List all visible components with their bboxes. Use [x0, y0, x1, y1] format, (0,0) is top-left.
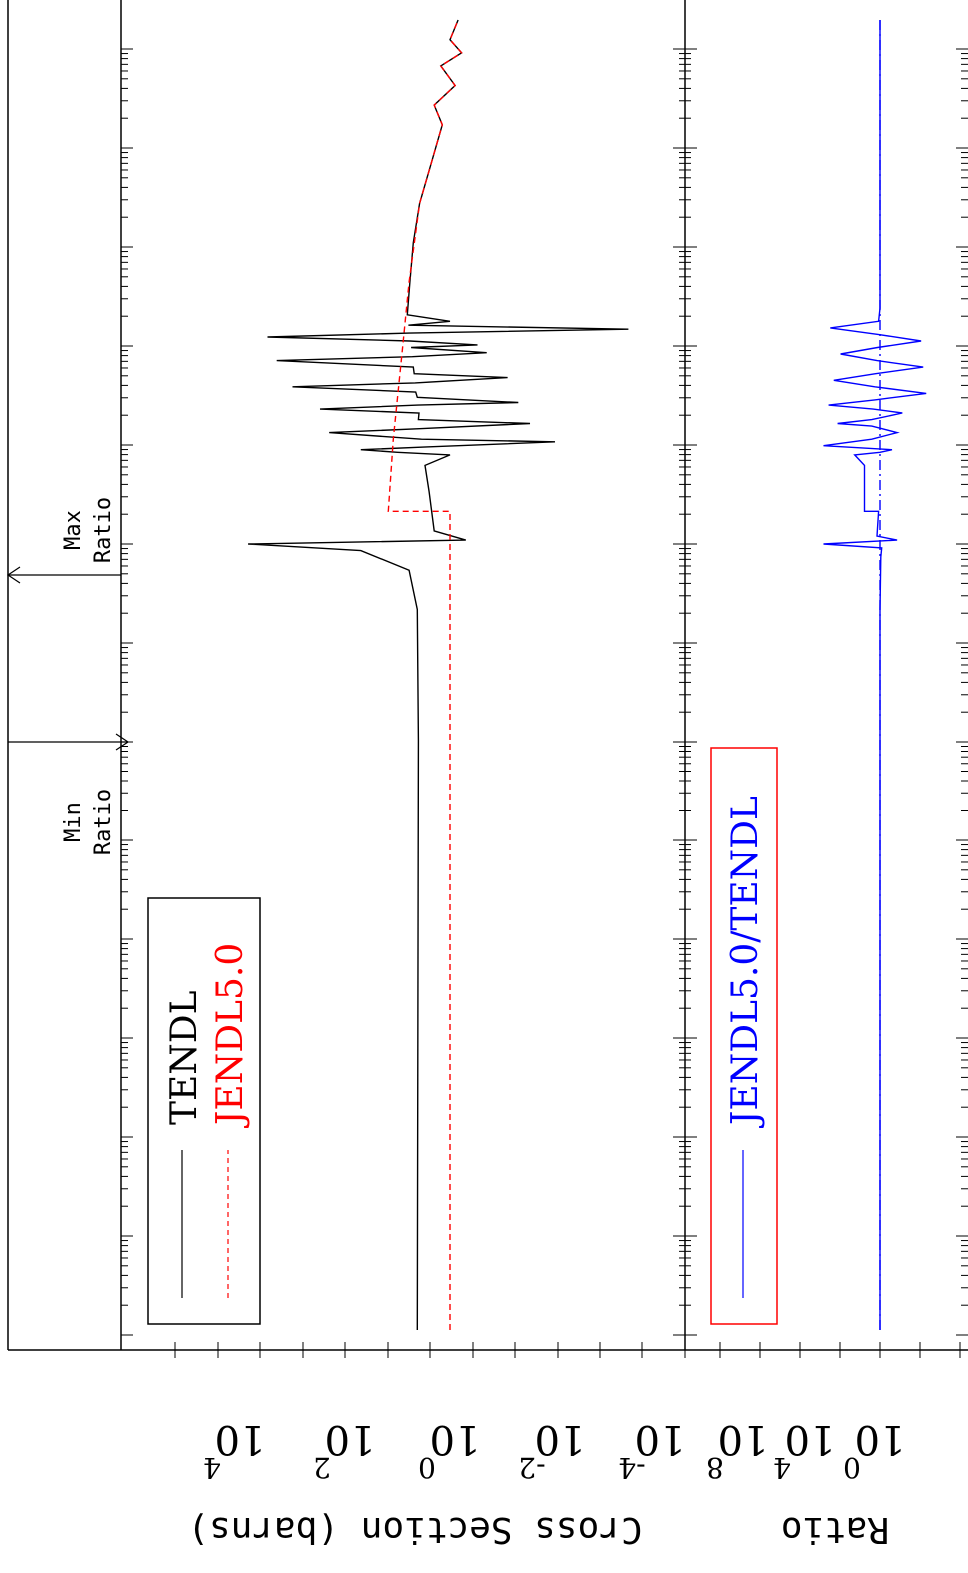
- ytick-cs-1e4-exp: 4: [203, 1451, 221, 1484]
- ytick-cs-1em2: 10 -2: [518, 1416, 585, 1484]
- series-ratio-line: [823, 20, 927, 1330]
- ytick-cs-1e2-exp: 2: [313, 1451, 331, 1484]
- ytick-ratio-1e4-base: 10: [785, 1416, 836, 1462]
- ratio-axis-title-wrap: Ratio: [781, 1509, 889, 1550]
- max-ratio-label-line1: Max: [61, 510, 86, 550]
- max-ratio-label-line2: Ratio: [91, 497, 116, 563]
- ytick-cs-1e4-base: 10: [215, 1416, 266, 1462]
- legend-label-ratio: JENDL5.0/TENDL: [725, 796, 766, 1129]
- ytick-ratio-1e0-exp: 0: [843, 1451, 861, 1484]
- series-jendl-line: [387, 19, 463, 1330]
- series-layer: [248, 19, 927, 1331]
- ytick-cs-1e0: 10 0: [418, 1416, 480, 1484]
- min-ratio-arrowhead: [115, 733, 130, 751]
- ytick-cs-1e2-base: 10: [325, 1416, 376, 1462]
- ytick-cs-1em4-base: 10: [635, 1416, 686, 1462]
- ytick-cs-1e0-exp: 0: [418, 1451, 436, 1484]
- legend-label-tendl: TENDL: [164, 990, 205, 1125]
- ytick-ratio-1e4-exp: 4: [773, 1451, 791, 1484]
- ytick-cs-1e4: 10 4: [203, 1416, 265, 1484]
- ytick-cs-1em2-exp: -2: [518, 1451, 545, 1484]
- ytick-cs-1e2: 10 2: [313, 1416, 375, 1484]
- ytick-ratio-1e0-base: 10: [855, 1416, 906, 1462]
- cross-section-legend: TENDL JENDL5.0: [147, 897, 261, 1325]
- min-ratio-label-line1: Min: [61, 802, 86, 842]
- min-ratio-annotation: Min Ratio: [8, 733, 130, 855]
- ratio-legend-frame: [710, 747, 778, 1325]
- min-ratio-label-line2: Ratio: [91, 789, 116, 855]
- ytick-cs-1em2-base: 10: [535, 1416, 586, 1462]
- cross-section-axis-title: Cross Section (barns): [187, 1509, 642, 1550]
- ytick-ratio-1e8-exp: 8: [706, 1451, 724, 1484]
- max-ratio-annotation: Max Ratio: [6, 497, 121, 584]
- max-ratio-arrowhead: [6, 566, 21, 584]
- ytick-ratio-1e4: 10 4: [773, 1416, 835, 1484]
- axes-frame: [7, 0, 968, 1351]
- ytick-ratio-1e0: 10 0: [843, 1416, 905, 1484]
- series-tendl-line: [248, 19, 629, 1331]
- legend-label-jendl: JENDL5.0: [210, 943, 251, 1129]
- ratio-axis-title: Ratio: [781, 1509, 889, 1550]
- ytick-ratio-1e8-base: 10: [718, 1416, 769, 1462]
- ytick-cs-1em4: 10 -4: [618, 1416, 685, 1484]
- tick-marks: [121, 48, 968, 1358]
- ytick-cs-1em4-exp: -4: [618, 1451, 645, 1484]
- ratio-tick-labels: 10 8 10 4 10 0: [706, 1416, 905, 1484]
- cross-section-tick-labels: 10 4 10 2 10 0 10 -2 10 -4: [203, 1416, 685, 1484]
- ytick-ratio-1e8: 10 8: [706, 1416, 768, 1484]
- cross-section-axis-title-wrap: Cross Section (barns): [187, 1509, 642, 1550]
- cross-section-legend-frame: [147, 897, 261, 1325]
- ytick-cs-1e0-base: 10: [430, 1416, 481, 1462]
- ratio-legend: JENDL5.0/TENDL: [710, 747, 778, 1325]
